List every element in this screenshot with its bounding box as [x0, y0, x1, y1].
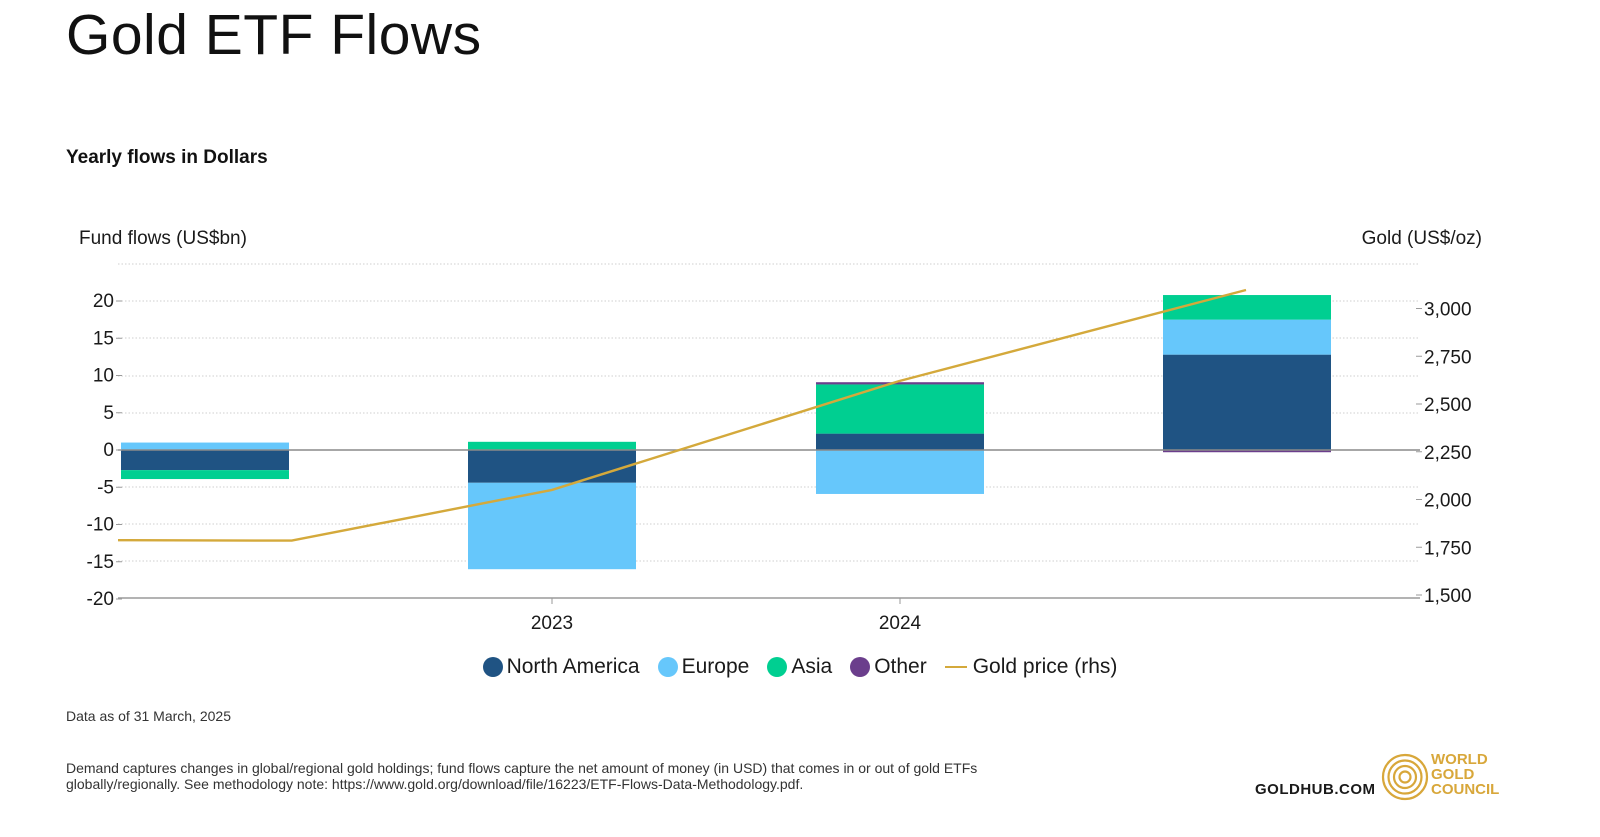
legend-label: Other	[874, 655, 927, 678]
bar-segment	[468, 441, 636, 450]
y-right-tick-label: 1,500	[1424, 586, 1472, 607]
legend-label: Gold price (rhs)	[972, 655, 1118, 678]
goldhub-link[interactable]: GOLDHUB.COM	[1255, 781, 1376, 798]
legend-swatch-north-america	[482, 657, 503, 677]
wordmark-line: COUNCIL	[1431, 781, 1500, 798]
world-gold-council-wordmark: WORLD GOLD COUNCIL	[1431, 752, 1499, 797]
bar-segment	[816, 450, 984, 494]
data-date-note: Data as of 31 March, 2025	[66, 708, 231, 724]
y-right-tick-label: 2,500	[1424, 395, 1472, 416]
bar-segment	[816, 384, 984, 434]
y-left-tick-label: 10	[93, 366, 114, 387]
legend-label: Asia	[791, 655, 833, 678]
legend-item-gold-price[interactable]: Gold price (rhs)	[944, 655, 1118, 679]
bar-segment	[1163, 295, 1331, 320]
bar-segment	[468, 482, 636, 570]
y-left-tick-label: 20	[93, 291, 114, 312]
bar-segment	[1163, 450, 1331, 453]
y-right-tick-label: 1,750	[1424, 538, 1472, 559]
x-tick-label: 2024	[879, 613, 922, 634]
legend-item-asia[interactable]: Asia	[767, 655, 832, 679]
legend-swatch-asia	[767, 657, 788, 677]
y-left-tick-label: -15	[87, 552, 114, 573]
legend-label: Europe	[681, 655, 750, 678]
chart-legend: North America Europe Asia Other Gold pri…	[0, 655, 1600, 679]
chart-subtitle: Yearly flows in Dollars	[66, 147, 268, 168]
bar-segment	[816, 382, 984, 385]
y-right-tick-label: 2,000	[1424, 491, 1472, 512]
page-title: Gold ETF Flows	[66, 3, 482, 67]
bar-segment	[1163, 354, 1331, 450]
legend-item-other[interactable]: Other	[850, 655, 927, 679]
left-axis-label: Fund flows (US$bn)	[79, 228, 247, 249]
gold-price-line	[117, 288, 1247, 542]
right-axis-label: Gold (US$/oz)	[1361, 228, 1482, 249]
legend-swatch-europe	[657, 657, 678, 677]
bar-segment	[1163, 319, 1331, 355]
legend-item-europe[interactable]: Europe	[657, 655, 750, 679]
etf-flows-chart: -20 -15 -10 -5 0 5 10 15 20 1,500 1,750 2,000 2,250 2…	[87, 263, 1472, 634]
methodology-footnote: Demand captures changes in global/region…	[66, 760, 978, 792]
wordmark-line: WORLD	[1431, 751, 1488, 768]
y-left-tick-label: 15	[93, 328, 114, 349]
y-left-tick-label: 5	[103, 403, 114, 424]
bar-segment	[816, 433, 984, 450]
y-left-tick-label: -5	[97, 477, 114, 498]
x-tick-label: 2023	[531, 613, 573, 634]
y-left-tick-label: -20	[87, 589, 114, 610]
legend-swatch-gold-price	[944, 666, 967, 668]
bar-segment	[121, 442, 289, 450]
y-right-tick-label: 2,750	[1424, 347, 1472, 368]
wordmark-line: GOLD	[1431, 766, 1475, 783]
y-left-tick-label: 0	[103, 440, 114, 461]
legend-swatch-other	[850, 657, 871, 677]
bar-segment	[468, 450, 636, 483]
y-left-tick-label: -10	[87, 515, 114, 536]
bar-segment	[121, 470, 289, 480]
legend-item-north-america[interactable]: North America	[482, 655, 640, 679]
bar-segment	[121, 450, 289, 471]
y-right-tick-label: 2,250	[1424, 443, 1472, 464]
legend-label: North America	[506, 655, 640, 678]
y-right-tick-label: 3,000	[1424, 300, 1472, 321]
world-gold-council-logo-icon	[1381, 753, 1429, 801]
